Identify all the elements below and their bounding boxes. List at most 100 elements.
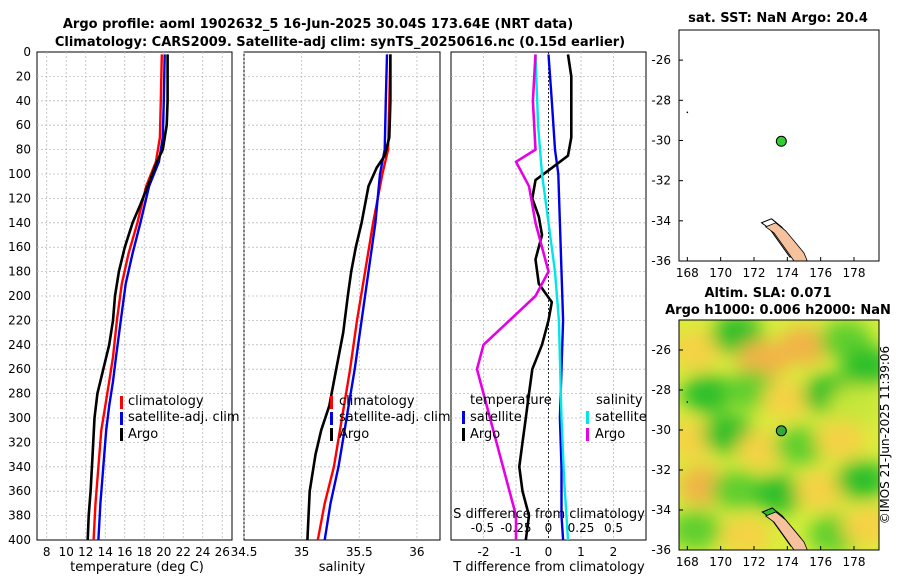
- legend-label-t-argo: Argo: [470, 427, 500, 442]
- series-line-argo: [306, 54, 392, 541]
- temperature-panel: 0 20 40 60 80 100 120 140 160 180 200 220 240 260 280 3…: [8, 45, 233, 559]
- x-tick-label: 12: [78, 545, 93, 559]
- sla-map-subtitle: Argo h1000: 0.006 h2000: NaN: [665, 303, 891, 318]
- salinity-legend: climatology satellite-adj. clim Argo: [330, 394, 451, 442]
- y-tick-label: -26: [651, 343, 671, 357]
- legend-title-salinity: salinity: [596, 393, 643, 408]
- y-tick-label: 340: [8, 460, 31, 474]
- series-line-climatology: [92, 54, 163, 541]
- y-tick-label: -30: [651, 133, 671, 147]
- map-frame: [678, 29, 880, 262]
- difference-legend: temperature satellite Argo salinity sate…: [462, 393, 647, 442]
- sst-map-panel: 168 170 172 174 176 178 -26 -28 -30 -32 -34 -36: [651, 29, 880, 280]
- x-tick-label: 174: [776, 266, 799, 280]
- y-tick-label: 320: [8, 435, 31, 449]
- sla-map-panel: 168 170 172 174 176 178 -26 -28 -30 -32 -34 -36: [651, 319, 880, 569]
- legend-swatch-argo: [330, 428, 333, 441]
- x-tick-label: -1: [510, 545, 522, 559]
- x-tick-label: 10: [59, 545, 74, 559]
- y-tick-label: -28: [651, 383, 671, 397]
- y-tick-label: 400: [8, 533, 31, 547]
- argo-float-marker: [775, 135, 787, 147]
- y-tick-label: -28: [651, 93, 671, 107]
- series-line-s-satellite: [534, 54, 570, 541]
- legend-swatch-satellite: [330, 412, 333, 425]
- land-new-zealand: [764, 511, 808, 550]
- legend-label-satellite: satellite-adj. clim: [339, 410, 451, 425]
- x-tick-label: 18: [137, 545, 152, 559]
- x-tick-label-salinity: 0.5: [604, 521, 623, 535]
- salinity-xlabel: salinity: [319, 560, 366, 575]
- x-tick-label: 178: [843, 555, 866, 569]
- temperature-legend: climatology satellite-adj. clim Argo: [120, 394, 240, 442]
- figure-title-line2: Climatology: CARS2009. Satellite-adj cli…: [55, 35, 625, 50]
- x-tick-label: 16: [117, 545, 132, 559]
- sla-cell: [761, 380, 814, 420]
- land-islet: [686, 111, 689, 114]
- x-tick-label: 20: [156, 545, 171, 559]
- x-tick-label: 172: [743, 555, 766, 569]
- argo-float-marker: [775, 425, 787, 437]
- x-tick-label: -2: [478, 545, 490, 559]
- y-tick-label: 160: [8, 240, 31, 254]
- legend-swatch-climatology: [330, 396, 333, 409]
- sla-cell: [778, 326, 830, 366]
- x-tick-label: 172: [743, 266, 766, 280]
- x-tick-label: 14: [98, 545, 113, 559]
- x-tick-label: 170: [709, 555, 732, 569]
- legend-swatch-satellite: [120, 412, 123, 425]
- x-tick-label-salinity: -0.5: [471, 521, 494, 535]
- map-frame: [678, 319, 880, 551]
- x-tick-label-salinity: 0: [545, 521, 553, 535]
- y-tick-label: 220: [8, 313, 31, 327]
- y-tick-label: 40: [16, 94, 31, 108]
- salinity-panel: 34.5 35 35.5 36: [231, 51, 441, 559]
- credit-label: ©IMOS 21-Jun-2025 11:39:06: [878, 346, 892, 524]
- y-tick-label: 100: [8, 167, 31, 181]
- legend-swatch-climatology: [120, 396, 123, 409]
- sla-cell: [719, 516, 772, 550]
- x-tick-label: 178: [843, 266, 866, 280]
- figure-title-line1: Argo profile: aoml 1902632_5 16-Jun-2025…: [63, 17, 573, 32]
- sla-cell: [736, 340, 789, 380]
- difference-panel: -2 -1 0 1 2-0.5 -0.25 0 0.25 0.5: [450, 51, 647, 559]
- y-tick-label: 140: [8, 216, 31, 230]
- x-tick-label: 2: [610, 545, 618, 559]
- legend-label-climatology: climatology: [128, 394, 204, 409]
- x-tick-label: 8: [43, 545, 51, 559]
- x-tick-label-salinity: 0.25: [568, 521, 595, 535]
- y-tick-label: 260: [8, 362, 31, 376]
- sla-cell: [681, 374, 734, 414]
- y-tick-label: 360: [8, 484, 31, 498]
- sla-cell: [841, 506, 879, 546]
- y-tick-label: -32: [651, 174, 671, 188]
- series-line-t-argo: [517, 54, 573, 541]
- sla-cell: [774, 426, 827, 466]
- x-tick-label: 24: [195, 545, 210, 559]
- legend-swatch-s-satellite: [586, 411, 589, 424]
- y-tick-label: -36: [651, 543, 671, 557]
- y-tick-label: 200: [8, 289, 31, 303]
- legend-label-argo: Argo: [339, 427, 369, 442]
- x-tick-label: 0: [545, 545, 553, 559]
- sla-cell: [794, 470, 847, 510]
- series-line-s-argo: [475, 54, 550, 540]
- y-tick-label: -32: [651, 463, 671, 477]
- y-tick-label: -34: [651, 503, 671, 517]
- y-tick-label: -36: [651, 254, 671, 268]
- x-tick-label: 35: [294, 545, 309, 559]
- x-tick-label: 176: [809, 555, 832, 569]
- series-line-t-satellite: [547, 54, 565, 541]
- sla-cell: [814, 420, 867, 460]
- legend-label-t-satellite: satellite: [470, 410, 522, 425]
- land-new-zealand: [764, 222, 808, 261]
- x-tick-label: 22: [176, 545, 191, 559]
- sla-cell: [753, 474, 805, 514]
- series-line-argo: [86, 54, 169, 541]
- y-tick-label: 300: [8, 411, 31, 425]
- series-line-satellite-adj-clim: [323, 54, 389, 541]
- legend-title-temperature: temperature: [470, 393, 552, 408]
- sla-cell: [679, 330, 722, 370]
- land-islet: [686, 401, 689, 403]
